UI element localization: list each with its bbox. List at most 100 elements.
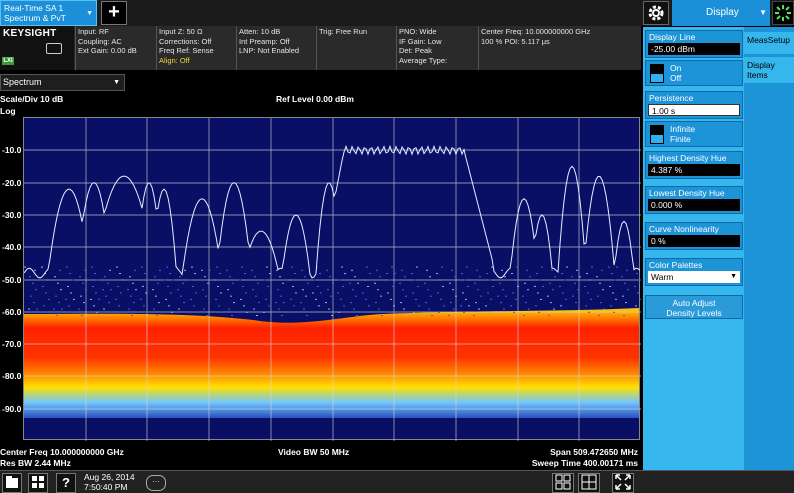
noise-speck [130,295,132,297]
video-bw-footer[interactable]: Video BW 50 MHz [278,447,350,457]
persistence-toggle[interactable]: Infinite Finite [645,121,743,147]
noise-speck [106,315,108,317]
center-freq-footer[interactable]: Center Freq 10.000000000 GHz [0,447,124,457]
noise-speck [342,285,344,287]
noise-speck [451,269,453,271]
noise-speck [315,298,317,300]
display-line-toggle[interactable]: On Off [645,60,743,86]
noise-speck [157,282,159,284]
lowest-density-hue-control[interactable]: Lowest Density Hue 0.000 % [645,186,743,214]
noise-speck [453,308,455,310]
scale-div-label[interactable]: Scale/Div 10 dB [0,94,64,104]
correction-settings[interactable]: Input Z: 50 Ω Corrections: Off Freq Ref:… [156,26,236,70]
noise-speck [196,311,198,313]
highest-density-hue-control[interactable]: Highest Density Hue 4.387 % [645,151,743,179]
noise-speck [381,315,383,317]
noise-speck [79,276,81,278]
color-palettes-control[interactable]: Color Palettes Warm ▼ [645,258,743,286]
detector-settings[interactable]: PNO: Wide IF Gain: Low Det: Peak Average… [396,26,478,70]
display-menu-button[interactable]: Display ▼ [672,0,770,26]
noise-speck [337,292,339,294]
activity-indicator[interactable] [772,1,794,25]
noise-speck [191,266,193,268]
noise-speck [414,279,416,281]
noise-speck [461,273,463,275]
attenuation-settings[interactable]: Atten: 10 dB Int Preamp: Off LNP: Not En… [236,26,316,70]
ref-level-label[interactable]: Ref Level 0.00 dBm [276,94,354,104]
chevron-down-icon: ▼ [759,8,767,17]
noise-speck [528,308,530,310]
noise-speck [430,295,432,297]
display-line-control[interactable]: Display Line -25.00 dBm [645,30,743,58]
color-palettes-select[interactable]: Warm ▼ [648,271,740,283]
measurement-tab[interactable]: Real-Time SA 1 Spectrum & PvT ▼ [0,0,97,26]
noise-speck [539,279,541,281]
noise-speck [639,279,641,281]
noise-speck [628,308,630,310]
noise-speck [392,285,394,287]
noise-speck [145,292,147,294]
noise-speck [110,289,112,291]
persistence-control[interactable]: Persistence 1.00 s [645,91,743,119]
highest-density-hue-value[interactable]: 4.387 % [648,164,740,176]
multi-window-button[interactable] [552,473,574,493]
layout-button[interactable] [578,473,600,493]
settings-button[interactable] [643,1,669,25]
menu-display-items[interactable]: Display Items [744,57,794,83]
noise-speck [339,279,341,281]
frequency-settings[interactable]: Center Freq: 10.000000000 GHz 100 % POI:… [478,26,641,70]
detector: Det: Peak [399,46,432,56]
noise-speck [253,308,255,310]
noise-speck [73,298,75,300]
span-footer[interactable]: Span 509.472650 MHz [550,447,638,457]
noise-speck [141,266,143,268]
trigger-settings[interactable]: Trig: Free Run [316,26,396,70]
sweep-time-footer[interactable]: Sweep Time 400.00171 ms [531,458,638,468]
message-icon[interactable] [46,43,62,54]
windows-button[interactable] [28,473,48,493]
noise-speck [329,276,331,278]
noise-speck [67,285,69,287]
file-button[interactable] [2,473,22,493]
chat-button[interactable]: ··· [146,475,166,491]
noise-speck [295,292,297,294]
noise-speck [59,269,61,271]
noise-speck [465,298,467,300]
spectrum-plot[interactable]: -10.0 -20.0 -30.0 -40.0 -50.0 -60.0 -70.0 -80.0… [2,117,641,441]
noise-speck [640,298,641,300]
help-button[interactable]: ? [56,473,76,493]
measurement-tab-name: Real-Time SA 1 [4,3,64,13]
auto-adjust-button[interactable]: Auto Adjust Density Levels [645,295,743,319]
noise-speck [522,295,524,297]
align-status: Align: Off [159,55,190,65]
persistence-input[interactable]: 1.00 s [648,104,740,116]
noise-speck [417,285,419,287]
noise-speck [290,298,292,300]
noise-speck [440,298,442,300]
input-settings[interactable]: Input: RF Coupling: AC Ext Gain: 0.00 dB [75,26,156,70]
noise-speck [209,269,211,271]
noise-speck [504,276,506,278]
view-select-value: Spectrum [3,77,42,87]
curve-nonlinearity-control[interactable]: Curve Nonlinearity 0 % [645,222,743,250]
noise-speck [448,315,450,317]
noise-speck [320,292,322,294]
noise-speck [327,289,329,291]
display-line-value[interactable]: -25.00 dBm [648,43,740,55]
noise-speck [510,305,512,307]
noise-speck [306,315,308,317]
noise-speck [379,276,381,278]
y-tick-label: -70.0 [2,339,22,349]
add-screen-button[interactable]: + [101,1,127,25]
curve-nonlinearity-value[interactable]: 0 % [648,235,740,247]
noise-speck [614,279,616,281]
zoom-button[interactable] [612,473,634,493]
view-select[interactable]: Spectrum ▼ [0,74,125,91]
noise-speck [638,311,640,313]
menu-meas-setup[interactable]: MeasSetup [744,32,794,54]
noise-speck [427,289,429,291]
chevron-down-icon: ▼ [730,273,737,280]
lowest-density-hue-value[interactable]: 0.000 % [648,199,740,211]
noise-speck [164,279,166,281]
res-bw-footer[interactable]: Res BW 2.44 MHz [0,458,71,468]
